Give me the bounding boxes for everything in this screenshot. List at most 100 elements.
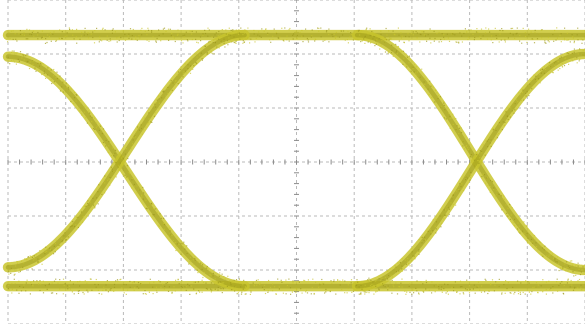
trace-noise-dot bbox=[93, 42, 96, 44]
trace-noise-dot bbox=[412, 66, 414, 68]
trace-noise-dot bbox=[144, 293, 146, 295]
trace-noise-dot bbox=[462, 292, 464, 294]
trace-noise-dot bbox=[381, 277, 383, 279]
trace-noise-dot bbox=[61, 31, 63, 33]
trace-noise-dot bbox=[177, 33, 179, 35]
trace-noise-dot bbox=[286, 39, 288, 41]
trace-noise-dot bbox=[542, 279, 544, 281]
trace-noise-dot bbox=[380, 30, 382, 32]
trace-noise-dot bbox=[73, 103, 75, 105]
trace-noise-dot bbox=[398, 270, 400, 272]
trace-noise-dot bbox=[470, 29, 472, 31]
trace-noise-dot bbox=[196, 269, 198, 271]
trace-noise-dot bbox=[8, 289, 11, 291]
trace-noise-dot bbox=[77, 292, 80, 294]
trace-noise-dot bbox=[537, 291, 539, 293]
trace-noise-dot bbox=[496, 190, 498, 192]
trace-noise-dot bbox=[171, 292, 173, 294]
trace-noise-dot bbox=[355, 284, 358, 287]
trace-noise-dot bbox=[461, 286, 463, 288]
trace-noise-dot bbox=[397, 45, 399, 48]
trace-noise-dot bbox=[468, 292, 471, 294]
trace-noise-dot bbox=[235, 40, 237, 42]
trace-noise-dot bbox=[277, 37, 279, 39]
trace-noise-dot bbox=[7, 270, 10, 272]
trace-noise-dot bbox=[351, 291, 353, 293]
trace-noise-dot bbox=[194, 281, 196, 283]
trace-noise-dot bbox=[518, 92, 520, 94]
trace-noise-dot bbox=[207, 35, 209, 37]
trace-noise-dot bbox=[415, 30, 417, 33]
trace-noise-dot bbox=[132, 28, 134, 31]
trace-noise-dot bbox=[109, 176, 111, 179]
trace-noise-dot bbox=[267, 290, 269, 292]
trace-noise-dot bbox=[50, 292, 53, 294]
trace-noise-dot bbox=[527, 281, 529, 283]
trace-noise-dot bbox=[131, 187, 133, 189]
trace-noise-dot bbox=[49, 69, 51, 71]
trace-noise-dot bbox=[434, 37, 436, 40]
trace-noise-dot bbox=[99, 39, 101, 41]
trace-noise-dot bbox=[523, 233, 525, 235]
trace-noise-dot bbox=[375, 291, 377, 293]
trace-noise-dot bbox=[24, 258, 26, 260]
trace-noise-dot bbox=[489, 142, 491, 144]
trace-noise-dot bbox=[282, 292, 284, 294]
trace-noise-dot bbox=[232, 29, 234, 31]
trace-noise-dot bbox=[580, 284, 582, 286]
trace-noise-dot bbox=[25, 38, 27, 40]
trace-noise-dot bbox=[498, 123, 500, 125]
trace-noise-dot bbox=[58, 37, 60, 39]
trace-noise-dot bbox=[204, 29, 206, 31]
trace-noise-dot bbox=[101, 293, 103, 295]
trace-noise-dot bbox=[129, 286, 131, 288]
trace-noise-dot bbox=[581, 289, 583, 291]
trace-noise-dot bbox=[530, 293, 532, 295]
trace-noise-dot bbox=[53, 280, 56, 282]
trace-noise-dot bbox=[382, 285, 384, 287]
trace-noise-dot bbox=[465, 176, 467, 178]
trace-noise-dot bbox=[427, 88, 429, 90]
trace-noise-dot bbox=[158, 95, 160, 97]
trace-noise-dot bbox=[40, 283, 42, 285]
trace-noise-dot bbox=[122, 288, 124, 291]
trace-noise-dot bbox=[407, 33, 409, 35]
trace-noise-dot bbox=[317, 27, 319, 29]
trace-noise-dot bbox=[387, 285, 389, 287]
trace-noise-dot bbox=[490, 284, 492, 286]
trace-noise-dot bbox=[58, 78, 60, 80]
trace-noise-dot bbox=[158, 224, 160, 226]
trace-noise-dot bbox=[158, 102, 160, 104]
trace-noise-dot bbox=[172, 36, 174, 38]
trace-noise-dot bbox=[454, 34, 456, 36]
trace-noise-dot bbox=[91, 116, 93, 119]
trace-noise-dot bbox=[243, 41, 245, 43]
trace-noise-dot bbox=[435, 232, 437, 234]
trace-noise-dot bbox=[220, 288, 222, 290]
trace-noise-dot bbox=[426, 40, 428, 42]
trace-noise-dot bbox=[521, 42, 523, 44]
trace-noise-dot bbox=[104, 143, 106, 145]
trace-noise-dot bbox=[515, 33, 517, 35]
trace-noise-dot bbox=[204, 32, 207, 35]
trace-noise-dot bbox=[463, 293, 465, 295]
trace-noise-dot bbox=[7, 41, 9, 43]
trace-noise-dot bbox=[214, 34, 216, 36]
trace-noise-dot bbox=[531, 88, 533, 90]
trace-noise-dot bbox=[197, 272, 199, 274]
trace-noise-dot bbox=[400, 51, 402, 53]
trace-noise-dot bbox=[133, 289, 135, 291]
trace-noise-dot bbox=[79, 220, 81, 223]
trace-noise-dot bbox=[67, 86, 69, 88]
trace-noise-dot bbox=[535, 242, 537, 244]
trace-noise-dot bbox=[147, 122, 149, 124]
trace-noise-dot bbox=[575, 265, 577, 267]
trace-noise-dot bbox=[298, 281, 300, 283]
trace-noise-dot bbox=[196, 56, 198, 58]
trace-noise-dot bbox=[97, 289, 99, 291]
trace-noise-dot bbox=[129, 280, 131, 283]
trace-noise-dot bbox=[528, 28, 530, 30]
trace-noise-dot bbox=[89, 112, 91, 114]
trace-noise-dot bbox=[384, 279, 386, 281]
trace-noise-dot bbox=[292, 280, 294, 282]
